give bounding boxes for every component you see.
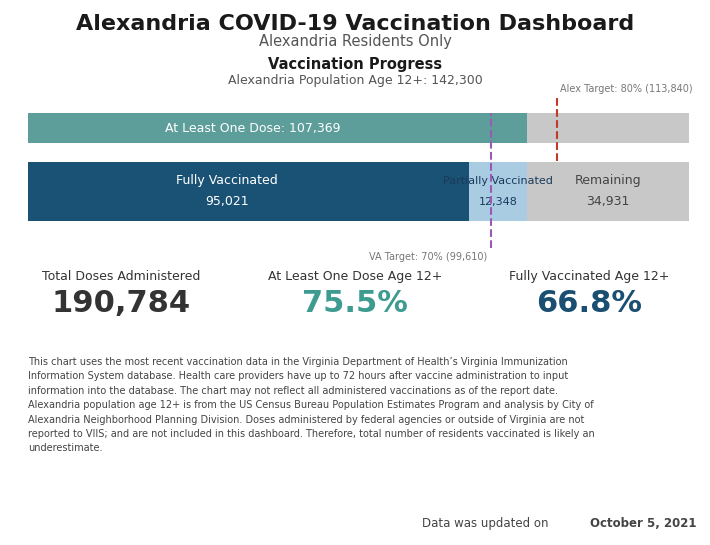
Text: Fully Vaccinated Age 12+: Fully Vaccinated Age 12+ — [509, 270, 670, 283]
Bar — [527, 113, 689, 143]
Bar — [28, 113, 527, 143]
Text: Total Doses Administered: Total Doses Administered — [41, 270, 200, 283]
Text: Partially Vaccinated: Partially Vaccinated — [443, 175, 553, 185]
Text: VA Target: 70% (99,610): VA Target: 70% (99,610) — [368, 252, 487, 262]
Text: At Least One Dose Age 12+: At Least One Dose Age 12+ — [268, 270, 442, 283]
Text: Remaining: Remaining — [574, 174, 641, 187]
Text: 190,784: 190,784 — [51, 289, 190, 318]
Text: Fully Vaccinated: Fully Vaccinated — [176, 174, 278, 187]
Text: Alex Target: 80% (113,840): Alex Target: 80% (113,840) — [560, 84, 693, 94]
Text: This chart uses the most recent vaccination data in the Virginia Department of H: This chart uses the most recent vaccinat… — [28, 357, 595, 453]
Text: 66.8%: 66.8% — [536, 289, 643, 318]
Text: Alexandria Residents Only: Alexandria Residents Only — [258, 34, 452, 49]
Bar — [469, 162, 527, 221]
Bar — [527, 162, 689, 221]
Text: October 5, 2021: October 5, 2021 — [590, 517, 697, 530]
Text: Vaccination Progress: Vaccination Progress — [268, 57, 442, 72]
Text: Alexandria COVID-19 Vaccination Dashboard: Alexandria COVID-19 Vaccination Dashboar… — [76, 14, 634, 34]
Text: Alexandria Population Age 12+: 142,300: Alexandria Population Age 12+: 142,300 — [228, 74, 482, 87]
Text: 12,348: 12,348 — [479, 197, 518, 207]
Text: 34,931: 34,931 — [586, 196, 629, 209]
Text: At Least One Dose: 107,369: At Least One Dose: 107,369 — [165, 122, 340, 135]
Text: 75.5%: 75.5% — [302, 289, 408, 318]
Bar — [28, 162, 469, 221]
Text: Data was updated on: Data was updated on — [422, 517, 552, 530]
Text: 95,021: 95,021 — [205, 196, 248, 209]
